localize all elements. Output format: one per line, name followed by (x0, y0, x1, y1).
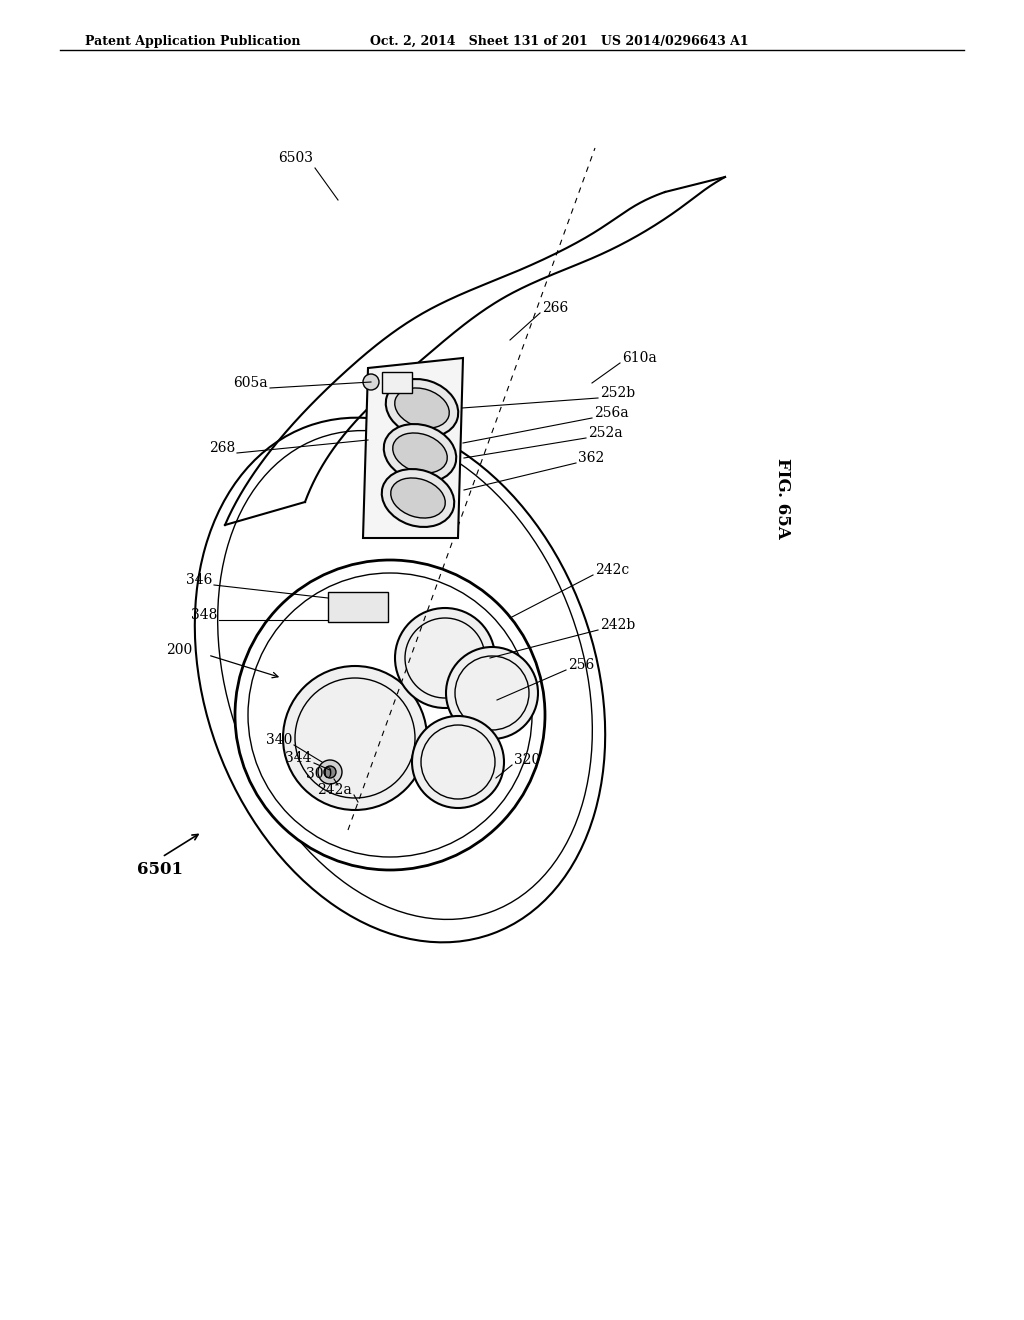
Text: 605a: 605a (233, 376, 268, 389)
Text: 200: 200 (166, 643, 193, 657)
Circle shape (234, 560, 545, 870)
Polygon shape (382, 372, 412, 393)
Circle shape (412, 715, 504, 808)
Text: 256a: 256a (594, 407, 629, 420)
Text: 256: 256 (568, 657, 594, 672)
Text: 346: 346 (185, 573, 212, 587)
Text: 340: 340 (265, 733, 292, 747)
Text: 300: 300 (306, 767, 332, 781)
Text: 242b: 242b (600, 618, 635, 632)
Circle shape (362, 374, 379, 389)
Text: 252a: 252a (588, 426, 623, 440)
Ellipse shape (394, 388, 450, 428)
Polygon shape (328, 591, 388, 622)
Text: 268: 268 (209, 441, 234, 455)
Text: FIG. 65A: FIG. 65A (773, 458, 791, 539)
Polygon shape (362, 358, 463, 539)
Circle shape (446, 647, 538, 739)
Circle shape (318, 760, 342, 784)
Text: 252b: 252b (600, 385, 635, 400)
Text: Patent Application Publication: Patent Application Publication (85, 36, 300, 48)
Text: 348: 348 (190, 609, 217, 622)
Text: 362: 362 (578, 451, 604, 465)
Ellipse shape (386, 379, 458, 437)
Ellipse shape (384, 424, 457, 482)
Text: 6501: 6501 (137, 862, 183, 879)
Text: 610a: 610a (622, 351, 656, 366)
Ellipse shape (382, 469, 455, 527)
Text: 320: 320 (514, 752, 541, 767)
Circle shape (395, 609, 495, 708)
Text: 242c: 242c (595, 564, 630, 577)
Text: Oct. 2, 2014   Sheet 131 of 201   US 2014/0296643 A1: Oct. 2, 2014 Sheet 131 of 201 US 2014/02… (370, 36, 749, 48)
Text: 344: 344 (286, 751, 312, 766)
Text: 242a: 242a (317, 783, 352, 797)
Text: 266: 266 (542, 301, 568, 315)
Ellipse shape (391, 478, 445, 517)
Ellipse shape (393, 433, 447, 473)
Ellipse shape (195, 417, 605, 942)
Circle shape (324, 766, 336, 777)
Circle shape (283, 667, 427, 810)
Text: 6503: 6503 (279, 150, 313, 165)
